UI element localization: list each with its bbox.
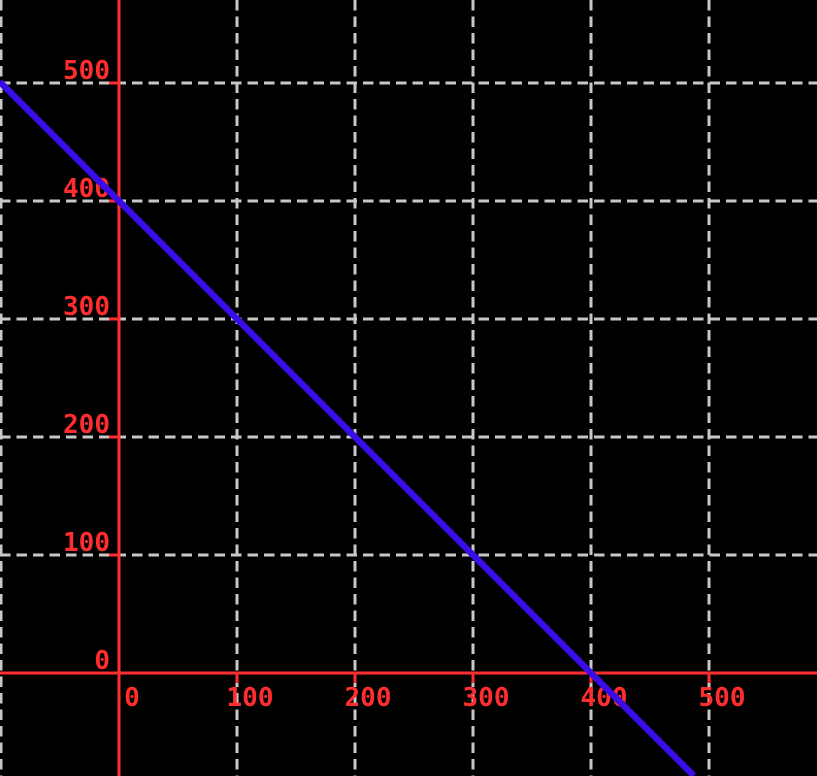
y-tick-label: 300 (63, 292, 110, 322)
y-tick-label: 500 (63, 56, 110, 86)
y-tick-label: 100 (63, 528, 110, 558)
x-tick-label: 200 (345, 683, 392, 713)
y-tick-label: 400 (63, 174, 110, 204)
x-tick-label: 300 (463, 683, 510, 713)
x-tick-label: 500 (699, 683, 746, 713)
y-tick-label: 200 (63, 410, 110, 440)
y-tick-label: 0 (94, 646, 110, 676)
x-tick-label: 100 (227, 683, 274, 713)
x-tick-label: 0 (124, 683, 140, 713)
data-line (0, 79, 696, 776)
